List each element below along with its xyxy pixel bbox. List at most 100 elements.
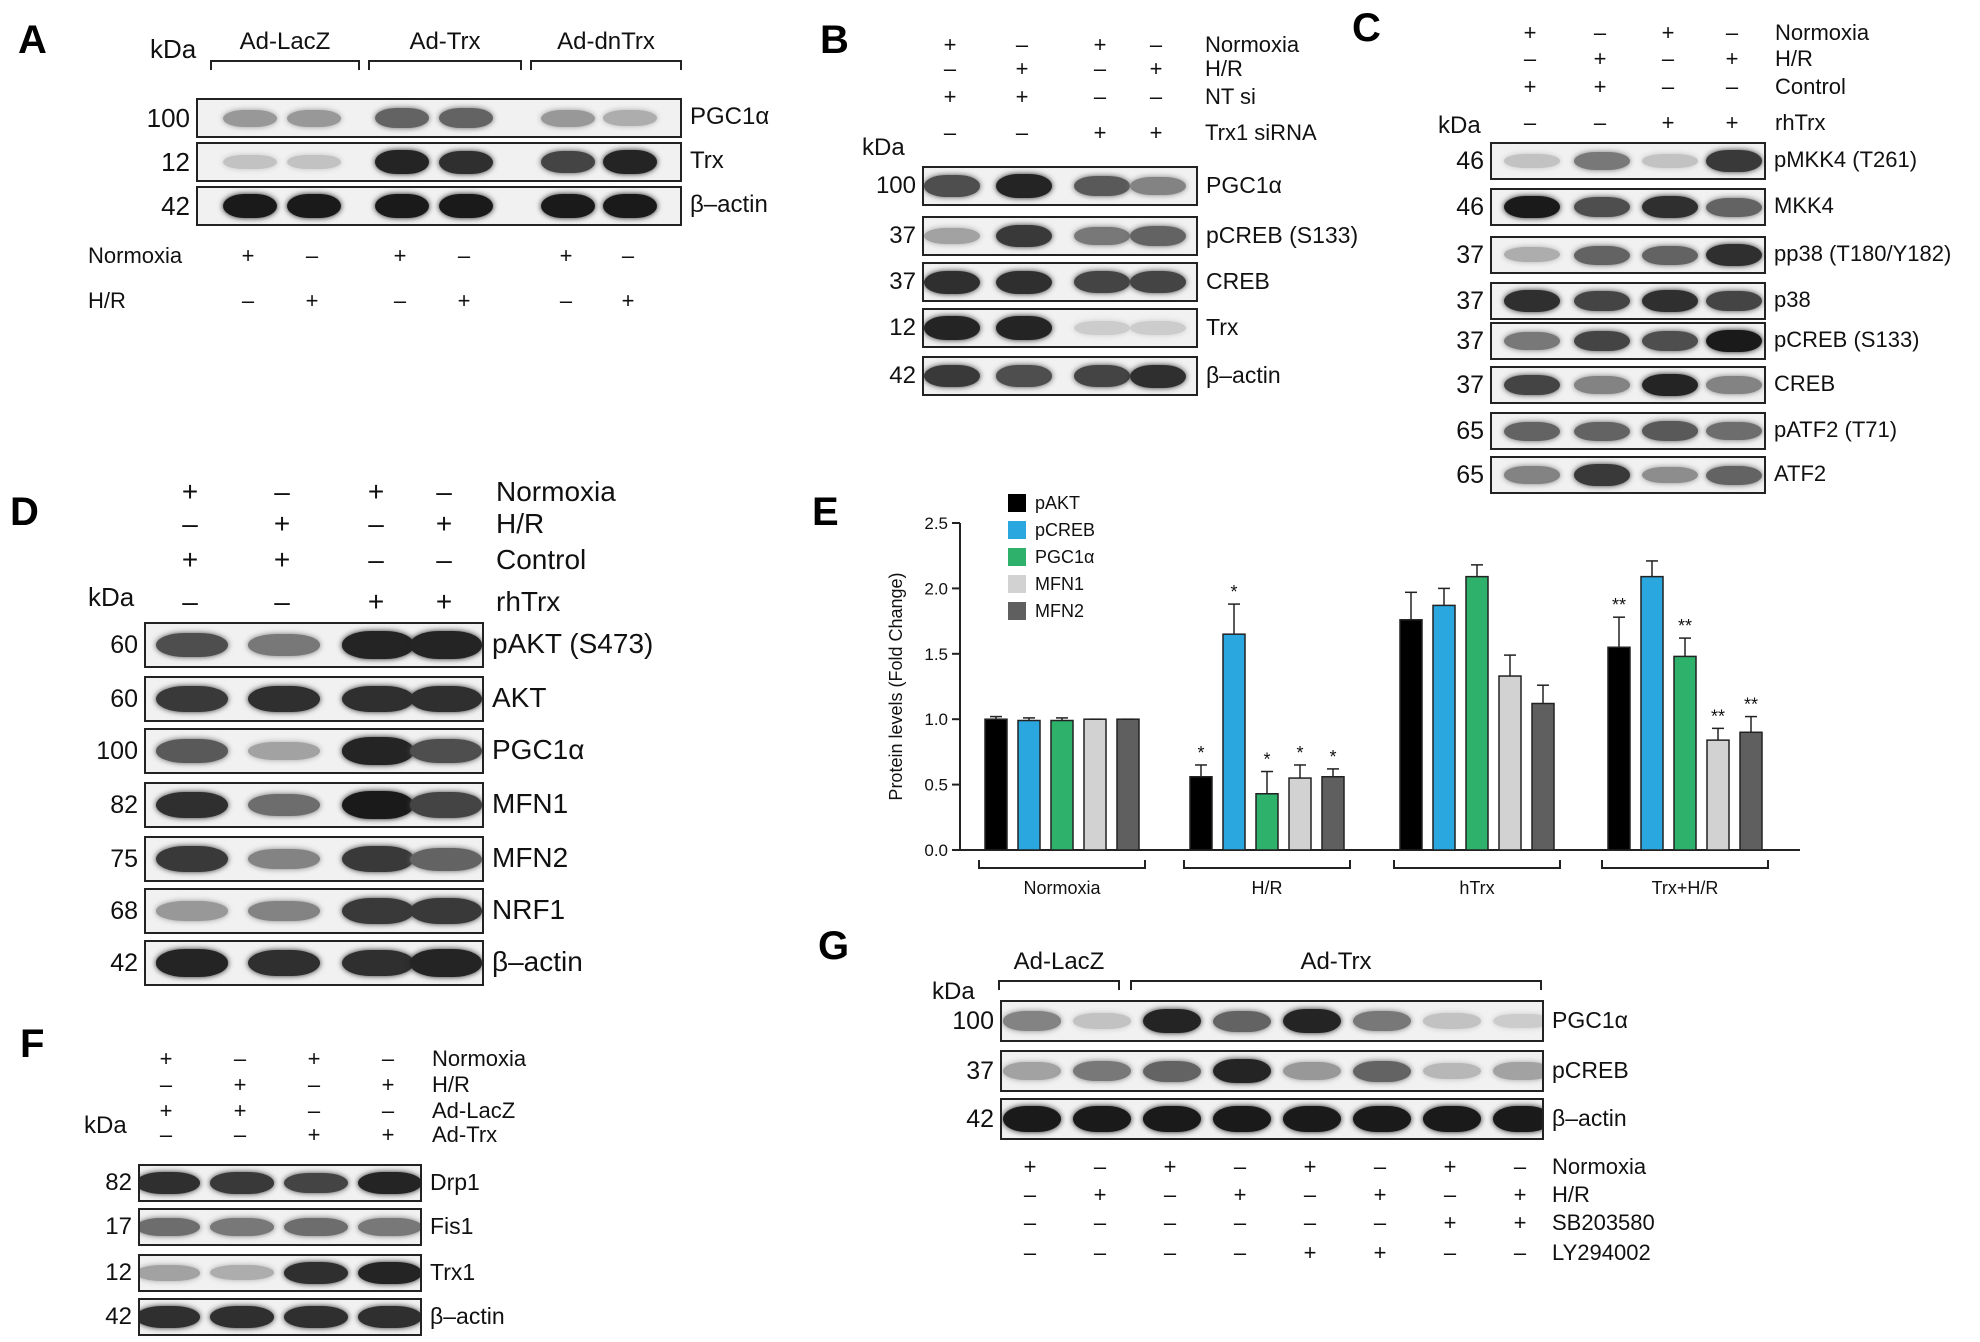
legend-label-1: pCREB (1035, 520, 1095, 540)
band-F-0-3 (358, 1171, 420, 1195)
band-G-0-3 (1213, 1010, 1271, 1032)
condition-label-G-3: LY294002 (1552, 1240, 1651, 1265)
band-A-2-3 (439, 193, 493, 219)
sign-B-1-3: + (1149, 56, 1163, 81)
bar-0-2 (1399, 619, 1423, 851)
protein-label-C-3: p38 (1774, 287, 1811, 312)
sign-C-3-3: + (1725, 110, 1739, 135)
band-G-2-6 (1423, 1106, 1481, 1132)
band-A-1-2 (375, 150, 429, 174)
sign-A-1-0: – (241, 288, 255, 313)
sign-G-0-7: – (1513, 1154, 1527, 1179)
protein-label-G-0: PGC1α (1552, 1006, 1628, 1033)
condition-label-A-1: H/R (88, 288, 126, 313)
legend-swatch-1 (1008, 521, 1026, 539)
sign-G-0-1: – (1093, 1154, 1107, 1179)
blot-row-B-2 (922, 262, 1198, 302)
band-A-0-2 (375, 108, 429, 128)
sign-A-0-3: – (457, 243, 471, 268)
bar-1-2 (1432, 604, 1456, 851)
band-A-1-3 (439, 150, 493, 174)
band-A-1-4 (541, 151, 595, 173)
bar-3-2 (1498, 675, 1522, 851)
protein-label-F-3: β–actin (430, 1302, 505, 1329)
condition-label-C-2: Control (1775, 74, 1846, 99)
kda-label-C: kDa (1438, 112, 1481, 139)
significance-3-3: ** (1711, 706, 1725, 726)
category-bracket-0 (978, 860, 1146, 869)
band-C-7-1 (1574, 464, 1630, 486)
category-label-0: Normoxia (1023, 878, 1101, 898)
mw-label-B-3: 12 (889, 314, 916, 341)
sign-A-1-5: + (621, 288, 635, 313)
sign-C-1-2: – (1661, 46, 1675, 71)
blot-row-C-2 (1490, 236, 1766, 274)
mw-label-C-2: 37 (1456, 240, 1484, 269)
band-D-2-0 (156, 739, 228, 763)
band-D-1-1 (248, 685, 320, 713)
condition-label-G-2: SB203580 (1552, 1210, 1655, 1235)
band-F-2-1 (210, 1265, 274, 1281)
mw-label-F-2: 12 (105, 1259, 132, 1286)
significance-3-1: * (1296, 743, 1303, 763)
mw-label-A-0: 100 (146, 103, 190, 133)
blot-row-F-1 (138, 1208, 422, 1246)
mw-label-D-0: 60 (110, 630, 138, 659)
sign-D-0-1: – (274, 476, 290, 507)
condition-label-C-1: H/R (1775, 46, 1813, 71)
sign-C-2-3: – (1725, 74, 1739, 99)
category-label-2: hTrx (1459, 878, 1494, 898)
band-D-0-2 (342, 631, 414, 659)
group-label-A-0: Ad-LacZ (239, 28, 331, 55)
sign-F-1-0: – (159, 1072, 173, 1097)
sign-G-0-2: + (1163, 1154, 1177, 1179)
band-B-2-2 (1074, 271, 1130, 293)
sign-C-2-2: – (1661, 74, 1675, 99)
protein-label-C-1: MKK4 (1774, 193, 1834, 218)
sign-G-1-0: – (1023, 1182, 1037, 1207)
category-bracket-3 (1601, 860, 1769, 869)
band-B-2-0 (924, 270, 980, 294)
band-D-6-1 (248, 949, 320, 977)
band-C-2-0 (1504, 247, 1560, 263)
condition-label-B-2: NT si (1205, 84, 1256, 109)
sign-F-2-2: – (307, 1098, 321, 1123)
band-F-0-1 (210, 1172, 274, 1194)
sign-F-0-0: + (159, 1046, 173, 1071)
sign-B-0-3: – (1149, 32, 1163, 57)
blot-row-D-3 (144, 782, 484, 828)
sign-A-1-4: – (559, 288, 573, 313)
sign-G-3-4: + (1303, 1240, 1317, 1265)
condition-label-D-1: H/R (496, 508, 545, 539)
y-tick-label-1: 0.5 (924, 776, 948, 795)
band-D-0-1 (248, 634, 320, 656)
band-A-1-5 (603, 150, 657, 174)
panel-label-D: D (10, 490, 39, 534)
band-C-4-2 (1642, 330, 1698, 352)
band-G-0-0 (1003, 1011, 1061, 1031)
protein-label-C-5: CREB (1774, 371, 1836, 396)
condition-label-F-2: Ad-LacZ (432, 1098, 516, 1123)
band-B-1-0 (924, 227, 980, 245)
sign-D-3-0: – (182, 586, 198, 617)
mw-label-D-4: 75 (110, 844, 138, 873)
sign-F-2-3: – (381, 1098, 395, 1123)
mw-label-C-0: 46 (1456, 146, 1484, 175)
bar-2-2 (1465, 575, 1489, 851)
band-C-6-3 (1706, 421, 1762, 441)
blot-row-C-1 (1490, 188, 1766, 226)
band-C-3-0 (1504, 290, 1560, 312)
band-D-3-1 (248, 793, 320, 817)
blot-row-B-4 (922, 356, 1198, 396)
protein-label-F-0: Drp1 (430, 1168, 480, 1195)
sign-G-2-1: – (1093, 1210, 1107, 1235)
band-C-5-0 (1504, 374, 1560, 396)
band-C-2-3 (1706, 244, 1762, 266)
group-label-G-0: Ad-LacZ (1013, 948, 1105, 975)
sign-F-1-3: + (381, 1072, 395, 1097)
blot-row-C-3 (1490, 282, 1766, 320)
condition-label-D-3: rhTrx (496, 586, 561, 617)
protein-label-C-6: pATF2 (T71) (1774, 417, 1898, 442)
sign-B-3-0: – (943, 120, 957, 145)
